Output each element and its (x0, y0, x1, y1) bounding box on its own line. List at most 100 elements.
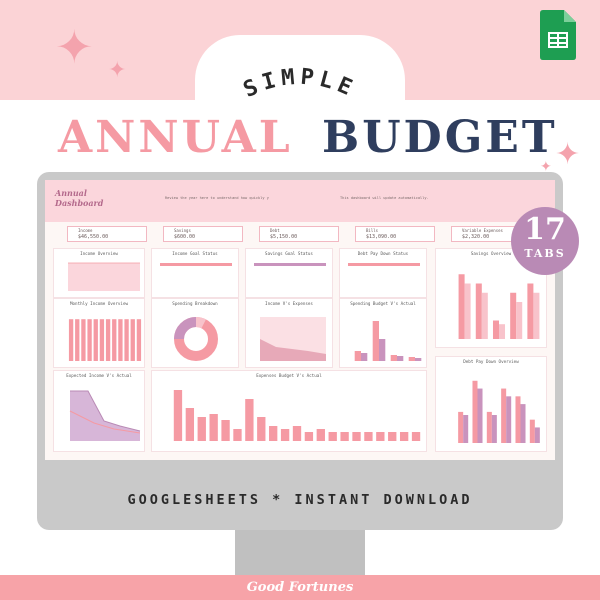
income-goal-card: Income Goal Status (151, 248, 239, 298)
income-vs-expenses-chart (260, 317, 326, 361)
chart-bar (510, 292, 517, 339)
chart-bar (458, 274, 465, 339)
chart-bar (173, 390, 183, 441)
sparkle-icon: ✦ (55, 20, 94, 74)
chart-bar (136, 319, 142, 361)
income-goal-bar (160, 263, 232, 266)
chart-bar (492, 320, 499, 339)
title-background (195, 35, 405, 125)
kpi-value: $5,150.00 (270, 234, 298, 240)
chart-bar (458, 411, 464, 443)
card-title: Income Overview (80, 251, 118, 256)
chart-bar (491, 415, 497, 443)
badge-label: TABS (524, 247, 566, 260)
dashboard-header: Annual Dashboard Review the year here to… (45, 180, 555, 222)
chart-bar (209, 414, 218, 441)
sparkle-icon: ✦ (108, 58, 127, 83)
kpi-savings: Savings $600.00 (163, 226, 243, 242)
card-title: Debt Pay Down Status (357, 251, 409, 256)
kpi-value: $600.00 (174, 234, 196, 240)
chart-bar (516, 302, 523, 339)
chart-bar (124, 319, 129, 361)
chart-bar (408, 357, 415, 361)
dashboard-note: Review the year here to understand how q… (165, 196, 269, 200)
chart-bar (185, 408, 195, 441)
chart-bar (68, 319, 74, 361)
chart-bar (534, 427, 540, 443)
chart-bar (515, 396, 521, 443)
chart-bar (477, 388, 483, 443)
chart-bar (75, 319, 80, 361)
kpi-value: $13,090.00 (366, 234, 397, 240)
kpi-label: Variable Expenses (462, 228, 503, 233)
chart-bar (472, 380, 478, 443)
dashboard-screen: Annual Dashboard Review the year here to… (45, 180, 555, 460)
chart-bar (399, 432, 409, 441)
chart-bar (233, 429, 242, 441)
tagline: GOOGLESHEETS * INSTANT DOWNLOAD (127, 492, 473, 508)
chart-bar (316, 429, 325, 441)
expenses-budget-chart (173, 390, 421, 441)
chart-bar (112, 319, 117, 361)
kpi-label: Debt (270, 228, 280, 233)
kpi-debt: Debt $5,150.00 (259, 226, 339, 242)
sparkle-icon: ✦ (555, 137, 581, 172)
chart-bar (130, 319, 135, 361)
debt-overview-card: Debt Pay Down Overview (435, 356, 547, 452)
savings-overview-chart (458, 274, 540, 339)
monitor-stand (235, 530, 365, 575)
chart-bar (390, 355, 397, 361)
spending-budget-chart (354, 321, 422, 361)
monthly-income-chart (68, 319, 142, 361)
chart-bar (269, 426, 278, 441)
chart-bar (118, 319, 123, 361)
chart-bar (533, 292, 540, 339)
kpi-value: $46,550.00 (78, 234, 109, 240)
kpi-label: Savings (174, 228, 191, 233)
chart-bar (87, 319, 92, 361)
sparkle-icon: ✦ (540, 159, 552, 175)
tabs-count-badge: 17 TABS (511, 207, 579, 275)
expected-income-chart (69, 390, 141, 441)
budget-heading: BUDGET (322, 112, 558, 163)
chart-bar (463, 415, 469, 443)
google-sheets-icon (540, 10, 576, 60)
chart-bar (328, 432, 337, 441)
chart-bar (475, 283, 482, 339)
income-overview-card: Income Overview (53, 248, 145, 298)
chart-bar (501, 388, 507, 443)
chart-bar (481, 292, 488, 339)
spending-donut-chart (174, 317, 218, 361)
chart-bar (361, 353, 368, 361)
badge-count: 17 (524, 212, 566, 247)
kpi-label: Bills (366, 228, 379, 233)
chart-bar (340, 432, 349, 441)
chart-bar (304, 432, 314, 441)
debt-goal-bar (348, 263, 420, 266)
chart-bar (499, 324, 506, 339)
chart-bar (364, 432, 373, 441)
card-title: Savings Goal Status (265, 251, 313, 256)
card-title: Debt Pay Down Overview (463, 359, 519, 364)
debt-goal-card: Debt Pay Down Status (339, 248, 427, 298)
chart-bar (397, 356, 404, 361)
simple-heading: SIMPLE (240, 65, 360, 103)
card-title: Income Goal Status (172, 251, 218, 256)
dashboard-note: This dashboard will update automatically… (340, 196, 429, 200)
chart-bar (415, 358, 422, 361)
dashboard-title: Annual Dashboard (55, 188, 104, 208)
chart-bar (257, 417, 266, 441)
income-vs-expenses-card: Income V's Expenses (245, 298, 333, 368)
chart-bar (527, 283, 534, 339)
footer-bar: Good Fortunes (0, 575, 600, 600)
chart-bar (352, 432, 361, 441)
card-title: Monthly Income Overview (70, 301, 128, 306)
chart-bar (221, 420, 230, 441)
kpi-bills: Bills $13,090.00 (355, 226, 435, 242)
chart-bar (376, 432, 385, 441)
chart-bar (93, 319, 98, 361)
chart-bar (506, 396, 512, 443)
chart-bar (81, 319, 86, 361)
svg-text:SIMPLE: SIMPLE (240, 65, 360, 103)
kpi-label: Income (78, 228, 93, 233)
